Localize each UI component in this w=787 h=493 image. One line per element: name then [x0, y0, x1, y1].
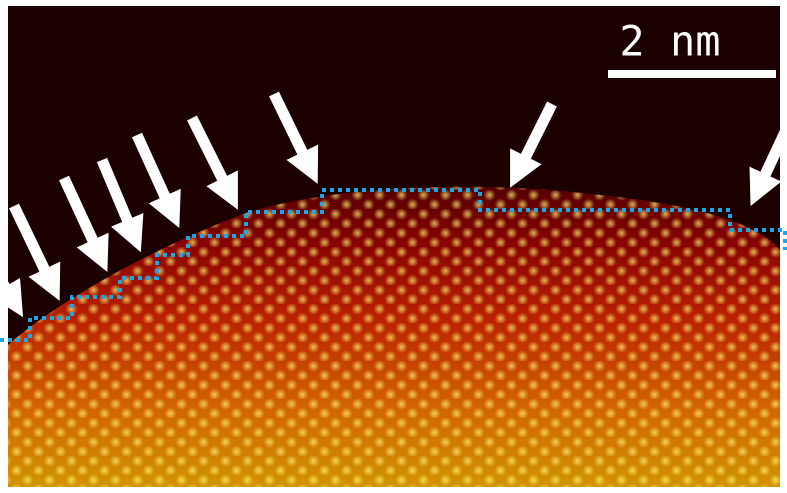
page: {"scale_bar": {"label": "2 nm"}}	[0, 0, 787, 493]
micrograph: 2 nm	[0, 0, 787, 493]
scale-bar-label: 2 nm	[619, 17, 720, 66]
